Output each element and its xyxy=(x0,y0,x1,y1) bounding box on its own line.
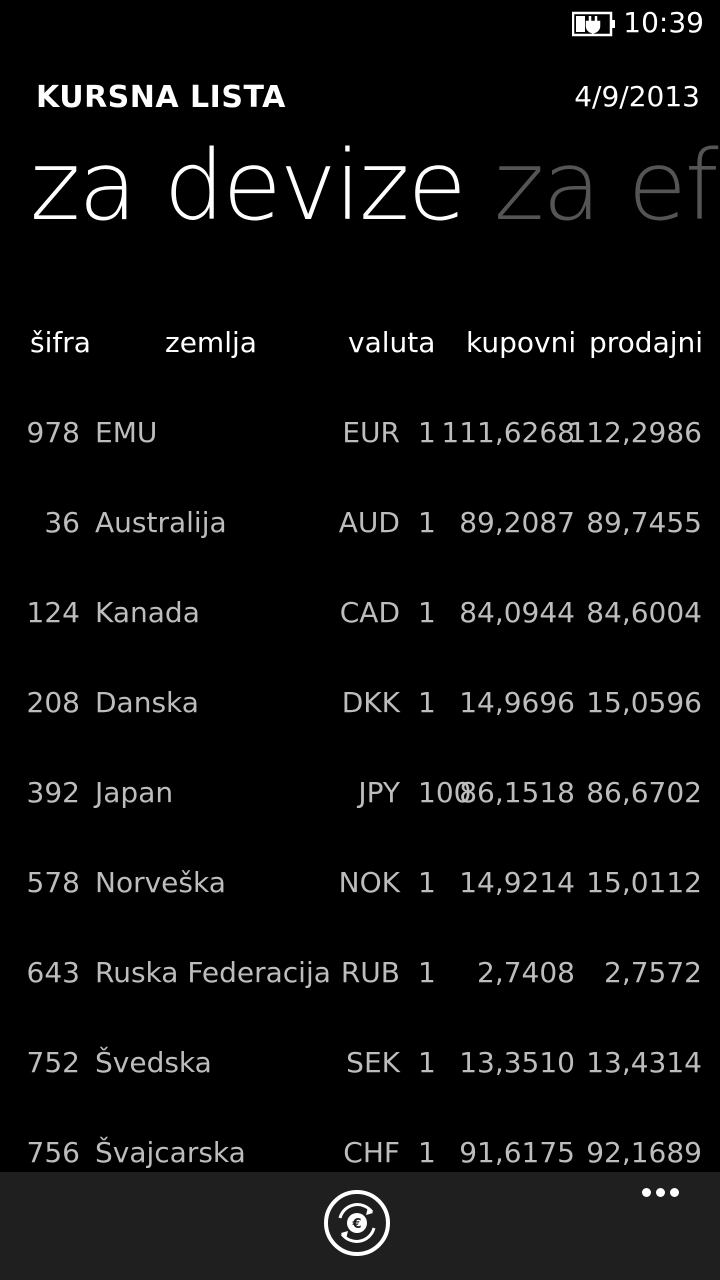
table-row[interactable]: 124 Kanada CAD 1 84,0944 84,6004 xyxy=(0,578,720,668)
header-buy: kupovni xyxy=(466,326,577,359)
cell-unit: 1 xyxy=(418,506,436,539)
app-title: KURSNA LISTA xyxy=(36,80,286,115)
cell-code: 752 xyxy=(26,1046,80,1079)
cell-code: 978 xyxy=(26,416,80,449)
cell-country: Norveška xyxy=(95,866,226,899)
table-row[interactable]: 756 Švajcarska CHF 1 91,6175 92,1689 xyxy=(0,1118,720,1174)
cell-currency: CHF xyxy=(343,1136,400,1169)
cell-currency: SEK xyxy=(346,1046,400,1079)
status-bar: 10:39 xyxy=(0,0,720,48)
table-row[interactable]: 392 Japan JPY 100 86,1518 86,6702 xyxy=(0,758,720,848)
date-label: 4/9/2013 xyxy=(574,80,700,113)
cell-unit: 1 xyxy=(418,1046,436,1079)
cell-buy: 13,3510 xyxy=(459,1046,575,1079)
cell-code: 208 xyxy=(26,686,80,719)
pivot: za devize za ef xyxy=(0,130,720,250)
cell-code: 756 xyxy=(26,1136,80,1169)
cell-unit: 1 xyxy=(418,866,436,899)
euro-exchange-icon[interactable]: € xyxy=(324,1190,390,1256)
cell-unit: 1 xyxy=(418,596,436,629)
cell-currency: NOK xyxy=(338,866,400,899)
cell-currency: CAD xyxy=(339,596,400,629)
cell-country: Ruska Federacija xyxy=(95,956,331,989)
cell-currency: RUB xyxy=(340,956,400,989)
cell-sell: 89,7455 xyxy=(586,506,702,539)
battery-charging-icon xyxy=(571,11,616,37)
cell-country: Danska xyxy=(95,686,199,719)
cell-code: 643 xyxy=(26,956,80,989)
cell-buy: 84,0944 xyxy=(459,596,575,629)
header-currency: valuta xyxy=(348,326,436,359)
cell-buy: 14,9214 xyxy=(459,866,575,899)
cell-country: Švajcarska xyxy=(95,1136,246,1169)
cell-unit: 1 xyxy=(418,416,436,449)
table-row[interactable]: 978 EMU EUR 1 111,6268 112,2986 xyxy=(0,398,720,488)
cell-code: 36 xyxy=(44,506,80,539)
cell-sell: 84,6004 xyxy=(586,596,702,629)
ellipsis-icon[interactable] xyxy=(642,1182,690,1206)
cell-sell: 92,1689 xyxy=(586,1136,702,1169)
cell-buy: 14,9696 xyxy=(459,686,575,719)
svg-text:€: € xyxy=(351,1217,361,1232)
cell-unit: 100 xyxy=(418,776,472,809)
cell-buy: 91,6175 xyxy=(459,1136,575,1169)
cell-country: Japan xyxy=(95,776,174,809)
cell-sell: 15,0112 xyxy=(586,866,702,899)
app-bar: € xyxy=(0,1172,720,1280)
header-code: šifra xyxy=(30,326,91,359)
table-row[interactable]: 643 Ruska Federacija RUB 1 2,7408 2,7572 xyxy=(0,938,720,1028)
header-country: zemlja xyxy=(165,326,257,359)
tab-za-devize[interactable]: za devize xyxy=(30,130,467,242)
cell-sell: 13,4314 xyxy=(586,1046,702,1079)
cell-code: 124 xyxy=(26,596,80,629)
table-row[interactable]: 752 Švedska SEK 1 13,3510 13,4314 xyxy=(0,1028,720,1118)
cell-sell: 15,0596 xyxy=(586,686,702,719)
cell-currency: JPY xyxy=(358,776,400,809)
header-sell: prodajni xyxy=(589,326,704,359)
cell-country: Australija xyxy=(95,506,227,539)
cell-unit: 1 xyxy=(418,956,436,989)
cell-country: Kanada xyxy=(95,596,200,629)
cell-currency: AUD xyxy=(338,506,400,539)
clock: 10:39 xyxy=(623,6,704,39)
table-row[interactable]: 36 Australija AUD 1 89,2087 89,7455 xyxy=(0,488,720,578)
cell-currency: EUR xyxy=(342,416,400,449)
table-row[interactable]: 578 Norveška NOK 1 14,9214 15,0112 xyxy=(0,848,720,938)
cell-country: Švedska xyxy=(95,1046,212,1079)
cell-sell: 112,2986 xyxy=(568,416,702,449)
cell-sell: 2,7572 xyxy=(604,956,702,989)
table-row[interactable]: 208 Danska DKK 1 14,9696 15,0596 xyxy=(0,668,720,758)
rates-table[interactable]: 978 EMU EUR 1 111,6268 112,2986 36 Austr… xyxy=(0,398,720,1174)
cell-code: 578 xyxy=(26,866,80,899)
cell-sell: 86,6702 xyxy=(586,776,702,809)
cell-unit: 1 xyxy=(418,686,436,719)
cell-currency: DKK xyxy=(341,686,400,719)
cell-buy: 2,7408 xyxy=(477,956,575,989)
cell-buy: 111,6268 xyxy=(441,416,575,449)
cell-buy: 86,1518 xyxy=(459,776,575,809)
cell-code: 392 xyxy=(26,776,80,809)
tab-za-efektivu[interactable]: za ef xyxy=(494,130,719,242)
cell-unit: 1 xyxy=(418,1136,436,1169)
cell-country: EMU xyxy=(95,416,158,449)
cell-buy: 89,2087 xyxy=(459,506,575,539)
